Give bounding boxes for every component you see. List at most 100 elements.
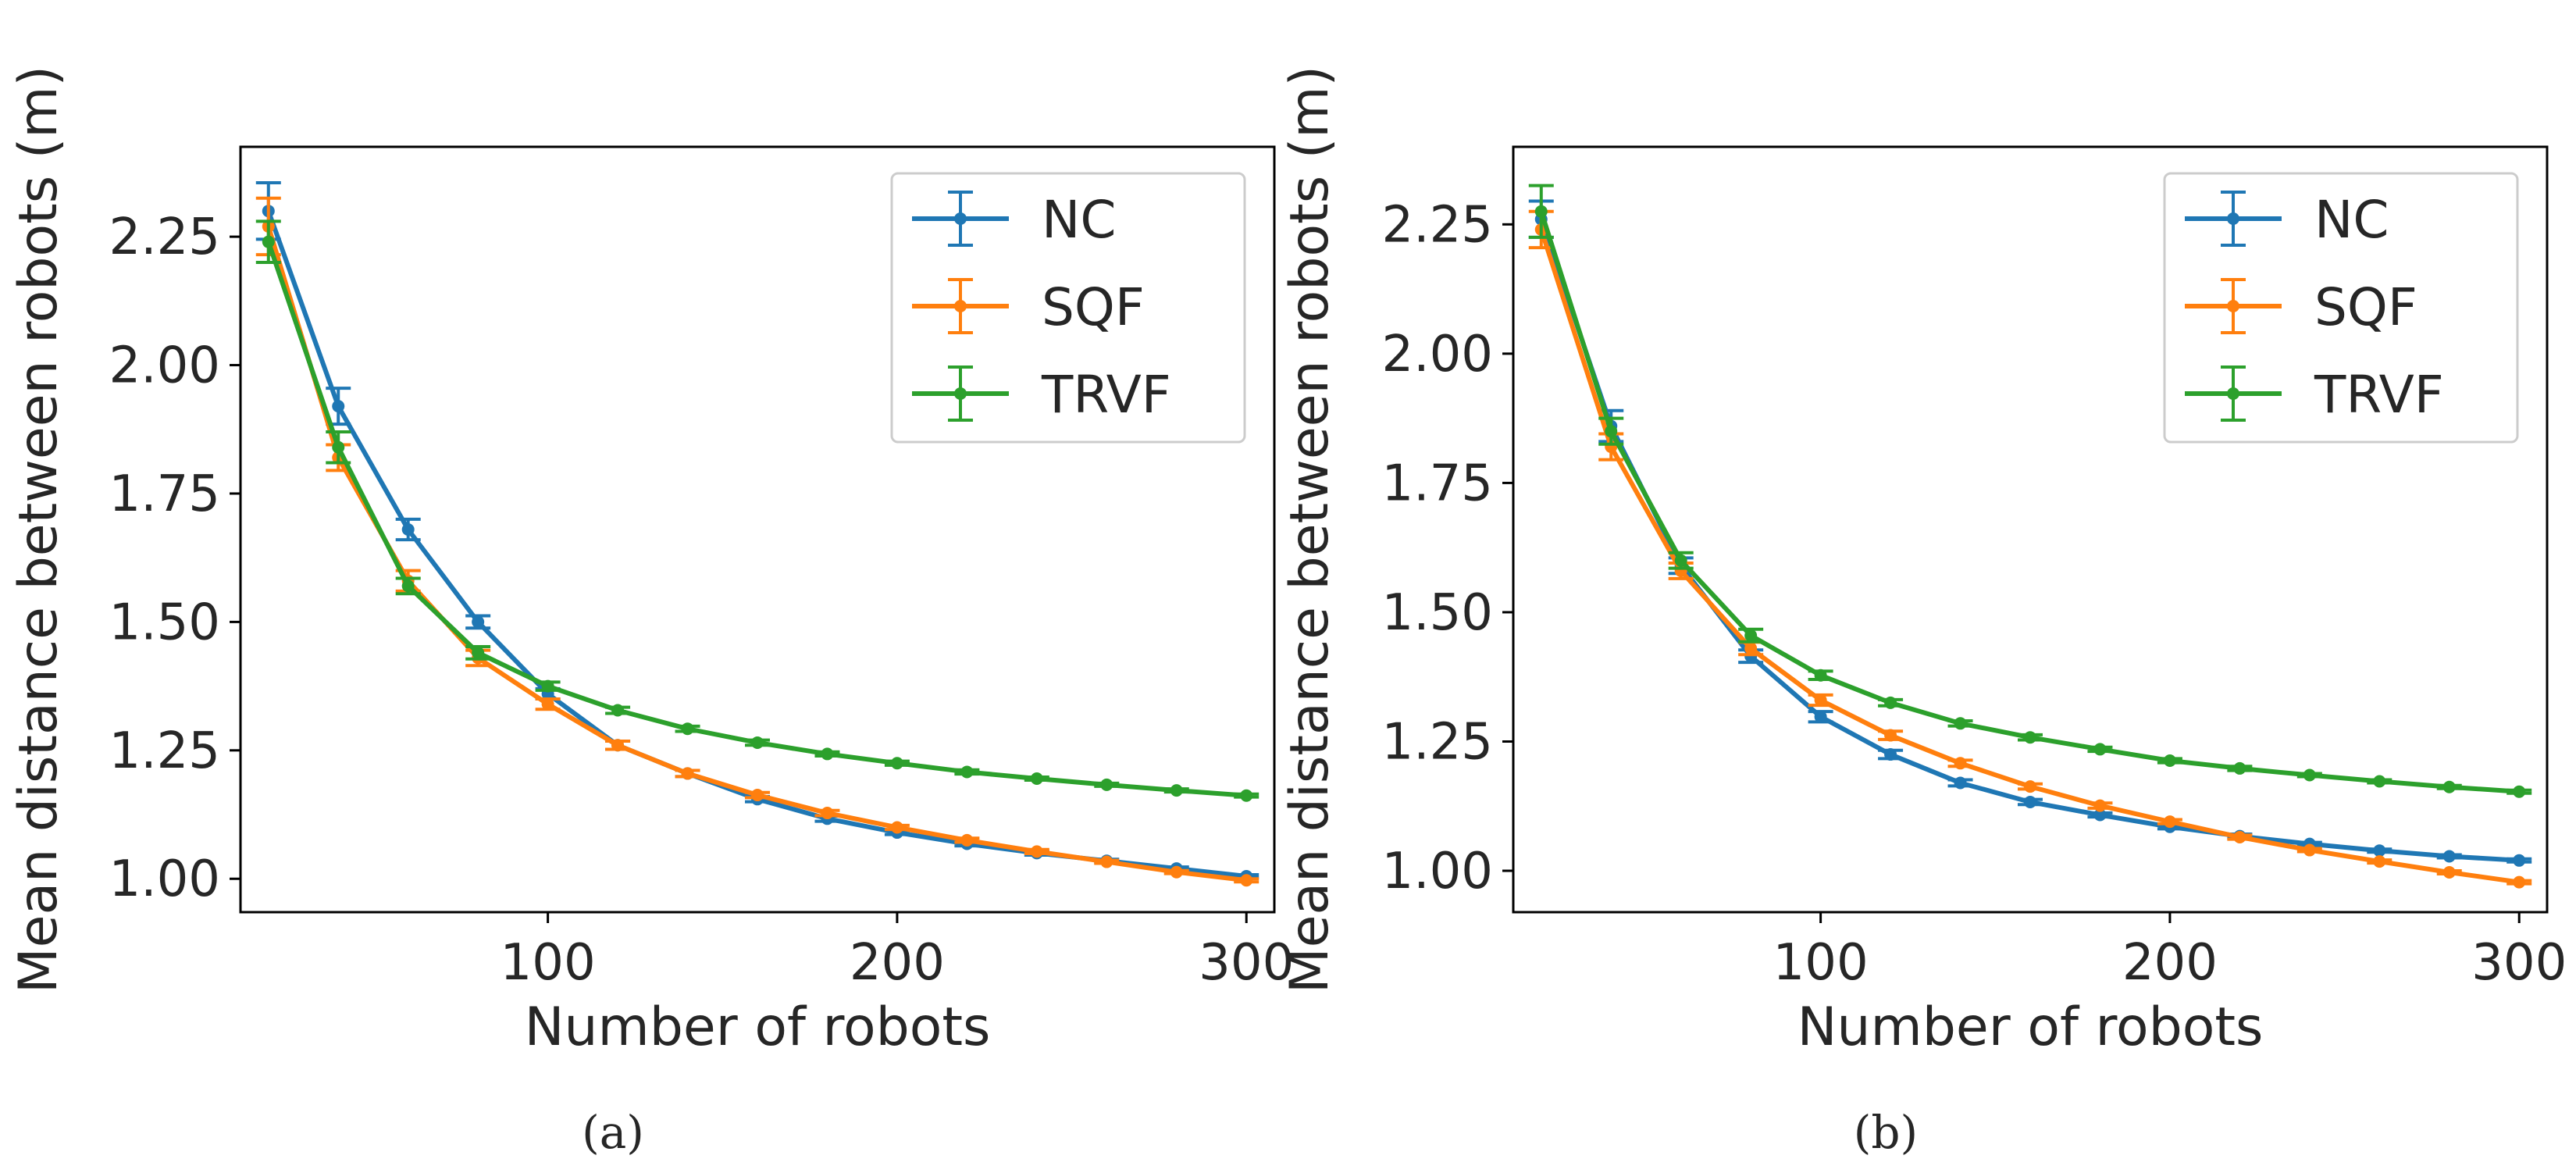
caption-a: (a) bbox=[582, 1106, 644, 1159]
data-point bbox=[1240, 789, 1253, 802]
legend-box bbox=[2163, 172, 2519, 444]
data-point bbox=[2513, 875, 2526, 889]
data-point bbox=[2442, 866, 2456, 879]
data-point bbox=[1170, 784, 1183, 797]
data-point bbox=[1030, 845, 1043, 858]
y-tick-label: 1.25 bbox=[109, 722, 221, 780]
panel-b: 1.00 1.25 1.50 1.75 2.00 2.25 100 200 300 Number … bbox=[1279, 66, 2567, 1058]
data-point bbox=[2093, 799, 2107, 812]
data-point bbox=[1030, 772, 1043, 785]
data-point bbox=[751, 736, 764, 749]
data-point bbox=[2513, 785, 2526, 798]
data-point bbox=[2233, 830, 2246, 843]
data-point bbox=[1954, 776, 1967, 790]
data-point bbox=[821, 807, 834, 820]
y-tick-label: 1.00 bbox=[109, 850, 221, 908]
data-point bbox=[2024, 780, 2036, 793]
x-axis-label: Number of robots bbox=[525, 997, 991, 1058]
data-point bbox=[2233, 761, 2246, 775]
x-tick-label: 200 bbox=[2122, 934, 2218, 992]
caption-b: (b) bbox=[1854, 1106, 1918, 1159]
data-point bbox=[2373, 844, 2386, 857]
data-point bbox=[2513, 854, 2526, 867]
data-point bbox=[2303, 768, 2316, 782]
legend-marker bbox=[954, 300, 967, 312]
data-point bbox=[2373, 855, 2386, 868]
y-tick-label: 2.25 bbox=[109, 209, 221, 266]
y-tick-label: 1.50 bbox=[109, 594, 221, 651]
data-point bbox=[751, 789, 764, 802]
data-point bbox=[960, 765, 974, 779]
data-point bbox=[2163, 754, 2176, 767]
legend-marker bbox=[954, 387, 967, 400]
data-point bbox=[2373, 775, 2386, 788]
data-point bbox=[681, 722, 694, 736]
data-point bbox=[541, 697, 554, 711]
data-point bbox=[1884, 729, 1897, 742]
data-point bbox=[1100, 855, 1113, 868]
data-point bbox=[332, 400, 345, 413]
data-point bbox=[611, 704, 625, 717]
y-tick-label: 2.00 bbox=[109, 337, 221, 395]
y-tick-label: 1.75 bbox=[1382, 455, 1494, 512]
data-point bbox=[2442, 780, 2456, 793]
x-axis-label: Number of robots bbox=[1797, 997, 2264, 1058]
data-point bbox=[2163, 815, 2176, 829]
data-point bbox=[821, 747, 834, 761]
y-tick-label: 1.25 bbox=[1382, 713, 1494, 771]
x-tick-label: 200 bbox=[850, 934, 945, 992]
series-trvf bbox=[1528, 184, 2532, 798]
y-tick-label: 2.25 bbox=[1382, 196, 1494, 254]
legend-label-trvf: TRVF bbox=[2314, 365, 2444, 425]
legend-label-sqf: SQF bbox=[1042, 277, 1145, 337]
data-point bbox=[1814, 669, 1827, 682]
data-point bbox=[262, 235, 275, 248]
data-point bbox=[2303, 843, 2316, 857]
data-point bbox=[681, 767, 694, 780]
data-point bbox=[401, 523, 415, 536]
data-point bbox=[960, 833, 974, 847]
data-point bbox=[1954, 717, 1967, 730]
panel-a: 1.00 1.25 1.50 1.75 2.00 2.25 100 200 300 Number … bbox=[8, 66, 1294, 1058]
data-point bbox=[1814, 710, 1827, 723]
data-point bbox=[890, 821, 903, 834]
y-tick-label: 1.00 bbox=[1382, 843, 1494, 900]
data-point bbox=[1744, 642, 1758, 655]
x-tick-label: 100 bbox=[1773, 934, 1869, 992]
data-point bbox=[472, 646, 485, 659]
legend-marker bbox=[2227, 300, 2239, 312]
data-point bbox=[1534, 205, 1548, 218]
data-point bbox=[2024, 795, 2036, 808]
legend-box bbox=[890, 172, 1246, 444]
data-point bbox=[1100, 778, 1113, 791]
data-point bbox=[2093, 743, 2107, 756]
data-point bbox=[2093, 808, 2107, 822]
y-tick-label: 1.75 bbox=[109, 465, 221, 523]
legend-label-nc: NC bbox=[1042, 190, 1116, 250]
data-point bbox=[1884, 696, 1897, 709]
legend-label-trvf: TRVF bbox=[1041, 365, 1171, 425]
axes-frame bbox=[239, 145, 1276, 914]
data-point bbox=[401, 579, 415, 593]
data-point bbox=[2024, 731, 2036, 744]
y-tick-label: 2.00 bbox=[1382, 326, 1494, 383]
data-point bbox=[1674, 554, 1687, 567]
legend-marker bbox=[954, 212, 967, 225]
data-point bbox=[1240, 874, 1253, 887]
x-tick-label: 300 bbox=[1199, 934, 1294, 992]
data-point bbox=[1744, 629, 1758, 642]
legend: NC SQF TRVF bbox=[890, 172, 1246, 444]
data-point bbox=[1954, 757, 1967, 770]
data-point bbox=[541, 679, 554, 693]
y-axis-label: Mean distance between robots (m) bbox=[8, 66, 69, 993]
data-point bbox=[611, 739, 625, 752]
data-point bbox=[1814, 693, 1827, 707]
y-axis-label: Mean distance between robots (m) bbox=[1279, 66, 1341, 993]
legend-marker bbox=[2227, 387, 2239, 400]
data-point bbox=[2442, 850, 2456, 863]
data-point bbox=[1605, 425, 1618, 438]
legend-marker bbox=[2227, 212, 2239, 225]
legend-label-sqf: SQF bbox=[2314, 277, 2417, 337]
series-trvf bbox=[255, 219, 1259, 802]
